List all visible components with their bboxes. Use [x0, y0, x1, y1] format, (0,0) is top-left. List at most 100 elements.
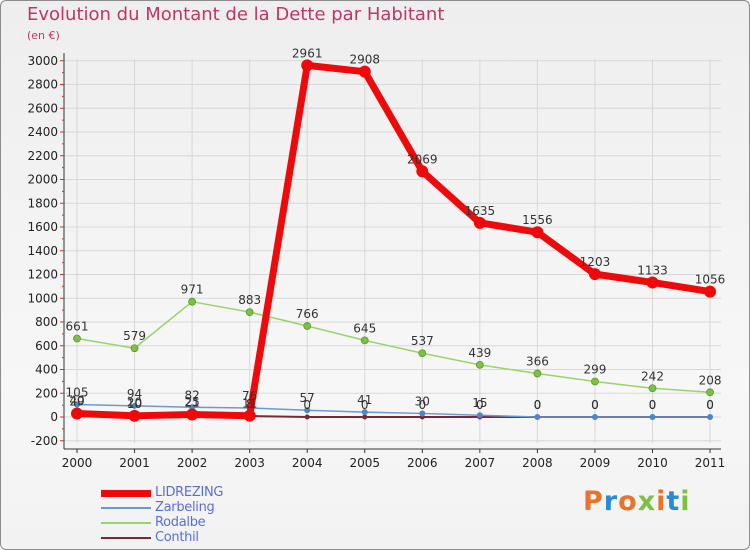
data-label-conthil: 0 — [649, 398, 657, 412]
data-label-conthil: 40 — [69, 393, 84, 407]
data-label-zarbeling: 76 — [242, 389, 257, 403]
logo-letter: i — [680, 486, 691, 517]
legend-swatch — [101, 507, 151, 509]
data-label-rodalbe: 537 — [411, 334, 434, 348]
data-point-lidrezing — [301, 59, 314, 72]
data-label-conthil: 0 — [706, 398, 714, 412]
data-point-lidrezing — [243, 409, 256, 422]
x-tick-label: 2010 — [637, 456, 668, 470]
data-point-conthil — [362, 414, 368, 420]
data-point-conthil — [304, 414, 310, 420]
data-label-zarbeling: 0 — [534, 398, 542, 412]
y-tick-label: -200 — [31, 434, 58, 448]
data-point-lidrezing — [128, 409, 141, 422]
data-point-rodalbe — [418, 349, 427, 358]
chart-series — [71, 59, 717, 422]
data-point-lidrezing — [416, 165, 429, 178]
data-label-rodalbe: 661 — [66, 320, 89, 334]
data-point-rodalbe — [188, 297, 197, 306]
legend-label: Zarbeling — [155, 500, 215, 515]
data-label-zarbeling: 0 — [706, 398, 714, 412]
y-tick-label: 0 — [50, 410, 58, 424]
y-tick-label: 2200 — [27, 149, 58, 163]
data-point-lidrezing — [186, 408, 199, 421]
data-point-rodalbe — [303, 322, 312, 330]
proxiti-logo: Proxiti — [583, 486, 691, 517]
data-label-rodalbe: 242 — [641, 369, 664, 383]
data-label-conthil: 25 — [184, 395, 199, 409]
data-label-lidrezing: 2069 — [407, 152, 438, 166]
data-label-conthil: 20 — [127, 396, 142, 410]
legend-swatch — [101, 537, 151, 539]
data-label-conthil: 0 — [418, 398, 426, 412]
data-point-zarbeling — [361, 409, 368, 416]
data-label-rodalbe: 579 — [123, 329, 146, 343]
data-label-conthil: 0 — [476, 398, 484, 412]
data-label-zarbeling: 57 — [300, 391, 315, 405]
legend-label: Rodalbe — [155, 515, 206, 530]
y-tick-label: 1800 — [27, 196, 58, 210]
data-point-rodalbe — [73, 334, 81, 343]
data-point-rodalbe — [130, 344, 139, 353]
data-point-lidrezing — [358, 65, 371, 78]
legend-label: Conthil — [155, 530, 199, 545]
data-point-lidrezing — [473, 216, 486, 229]
data-point-rodalbe — [360, 336, 369, 345]
logo-letter: o — [618, 486, 638, 517]
x-tick-label: 2011 — [695, 456, 726, 470]
y-tick-label: 3000 — [27, 54, 58, 68]
data-point-zarbeling — [707, 414, 714, 420]
x-tick-label: 2007 — [465, 456, 496, 470]
data-point-zarbeling — [304, 407, 311, 414]
data-label-lidrezing: 1556 — [522, 213, 553, 227]
logo-letter: r — [603, 486, 619, 517]
data-label-zarbeling: 30 — [415, 394, 430, 408]
data-label-lidrezing: 11 — [242, 397, 257, 411]
x-tick-label: 2002 — [177, 456, 208, 470]
data-label-lidrezing: 2961 — [292, 46, 323, 60]
data-point-rodalbe — [245, 308, 254, 317]
data-point-lidrezing — [588, 268, 601, 281]
data-label-conthil: 8 — [246, 397, 254, 411]
y-tick-label: 2600 — [27, 101, 58, 115]
x-tick-label: 2006 — [407, 456, 438, 470]
x-tick-label: 2009 — [580, 456, 611, 470]
y-tick-label: 2800 — [27, 78, 58, 92]
chart-subtitle: (en €) — [27, 29, 60, 42]
data-label-lidrezing: 21 — [184, 396, 199, 410]
data-point-lidrezing — [646, 276, 659, 289]
y-tick-label: 2400 — [27, 125, 58, 139]
data-point-zarbeling — [591, 414, 598, 420]
y-tick-label: 2000 — [27, 173, 58, 187]
data-label-conthil: 0 — [361, 398, 369, 412]
legend-swatch — [101, 489, 151, 497]
data-label-zarbeling: 94 — [127, 387, 142, 401]
data-label-rodalbe: 645 — [353, 321, 376, 335]
data-label-conthil: 0 — [591, 398, 599, 412]
y-tick-label: 400 — [35, 363, 58, 377]
data-label-rodalbe: 208 — [699, 373, 722, 387]
data-point-rodalbe — [475, 360, 484, 369]
x-tick-label: 2003 — [234, 456, 265, 470]
data-label-lidrezing: 1203 — [580, 255, 611, 269]
y-tick-label: 1000 — [27, 291, 58, 305]
data-label-rodalbe: 366 — [526, 355, 549, 369]
data-point-zarbeling — [534, 414, 541, 420]
data-label-zarbeling: 15 — [472, 396, 487, 410]
data-point-rodalbe — [533, 369, 542, 378]
x-tick-label: 2005 — [349, 456, 380, 470]
data-point-zarbeling — [131, 402, 138, 409]
y-tick-label: 800 — [35, 315, 58, 329]
data-label-lidrezing: 10 — [127, 397, 142, 411]
data-label-conthil: 0 — [303, 398, 311, 412]
y-tick-label: 1200 — [27, 268, 58, 282]
data-point-zarbeling — [476, 412, 483, 419]
chart-axes: -200020040060080010001200140016001800200… — [27, 53, 725, 470]
logo-letter: t — [666, 486, 681, 517]
data-label-zarbeling: 41 — [357, 393, 372, 407]
data-label-rodalbe: 299 — [583, 362, 606, 376]
data-point-rodalbe — [591, 377, 599, 386]
x-tick-label: 2000 — [62, 456, 93, 470]
chart-gridlines — [64, 59, 721, 443]
